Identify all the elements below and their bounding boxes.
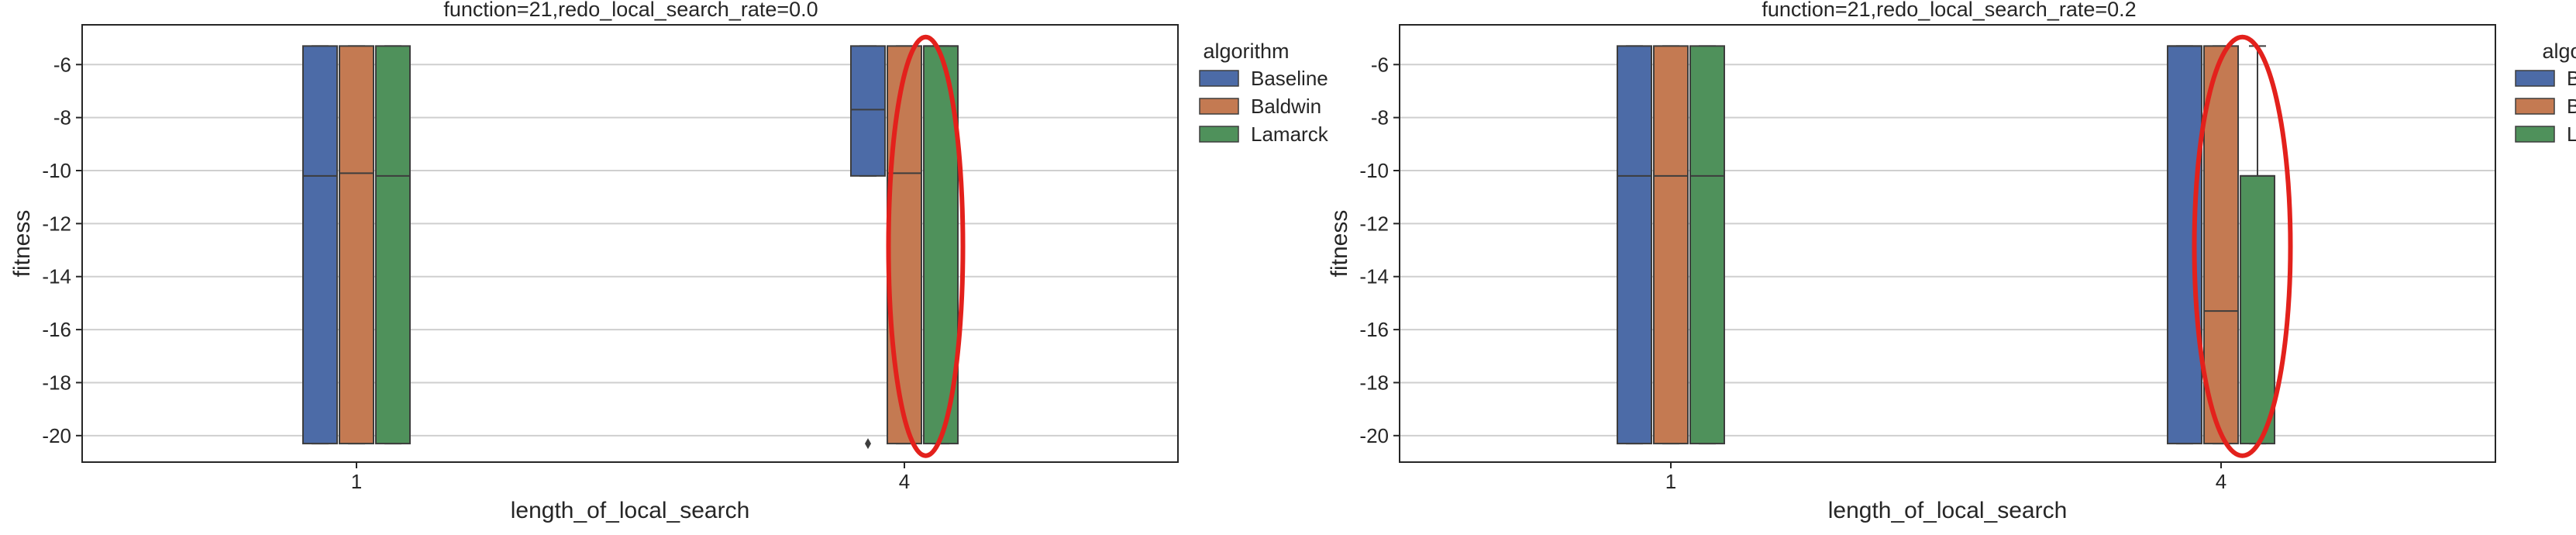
y-gridlines [1400, 64, 2495, 437]
chart-title: function=21,redo_local_search_rate=0.2 [1762, 0, 2136, 21]
legend-title: algorithm [1203, 40, 1289, 63]
annotation-layer [2192, 34, 2293, 458]
box-body [302, 45, 338, 445]
box-l-1 [1689, 45, 1725, 445]
chart-title: function=21,redo_local_search_rate=0.0 [443, 0, 818, 21]
plot-frame [81, 24, 1179, 463]
y-tick-label: -20 [42, 424, 71, 447]
box-baldwin-1 [339, 45, 374, 445]
plot-frame [1399, 24, 2496, 463]
outlier-point [865, 438, 871, 450]
y-tick-label: -6 [53, 53, 71, 76]
x-axis-label: length_of_local_search [511, 498, 750, 523]
legend-label: L [2567, 123, 2576, 146]
y-tick-label: -8 [1371, 106, 1389, 129]
y-tick-label: -10 [42, 159, 71, 182]
legend-label: Baldwin [1251, 95, 1321, 118]
y-axis-ticks: -6 -8 -10 -12 -14 -16 -18 -20 [42, 53, 82, 447]
y-tick-label: -14 [1359, 265, 1389, 288]
box-baldwin-4 [887, 45, 922, 445]
box-b-1 [1617, 45, 1652, 445]
y-tick-label: -16 [1359, 318, 1389, 341]
legend-label: Lamarck [1251, 123, 1329, 146]
y-tick-label: -12 [42, 212, 71, 235]
box-body [375, 45, 411, 445]
legend-label: B [2567, 95, 2576, 118]
legend-swatch [2515, 70, 2555, 87]
box-plot-marks [302, 45, 959, 450]
box-l-4 [2240, 45, 2275, 445]
legend-label: B [2567, 67, 2576, 90]
box-body [1617, 45, 1652, 445]
chart-panel-right: function=21,redo_local_search_rate=0.2 -… [1327, 0, 2576, 523]
y-tick-label: -14 [42, 265, 71, 288]
box-baseline-1 [302, 45, 338, 445]
box-body [2240, 174, 2275, 445]
x-tick-label: 1 [1665, 470, 1676, 493]
y-axis-label: fitness [1327, 210, 1352, 278]
box-baseline-4 [850, 45, 886, 450]
box-body [850, 45, 886, 177]
y-gridlines [82, 64, 1178, 437]
legend: algoBBL [2515, 40, 2576, 146]
chart-panel-left: function=21,redo_local_search_rate=0.0 -… [9, 0, 1329, 523]
box-b-1 [1653, 45, 1689, 445]
x-axis-label: length_of_local_search [1828, 498, 2068, 523]
x-tick-label: 4 [2216, 470, 2226, 493]
y-tick-label: -8 [53, 106, 71, 129]
box-body [1689, 45, 1725, 445]
legend-swatch [2515, 126, 2555, 143]
y-tick-label: -18 [42, 371, 71, 394]
y-tick-label: -10 [1359, 159, 1389, 182]
legend-swatch [1199, 98, 1239, 115]
legend-title: algo [2542, 40, 2576, 63]
x-tick-label: 4 [899, 470, 910, 493]
x-tick-label: 1 [351, 470, 362, 493]
annotation-layer [886, 34, 966, 458]
y-tick-label: -18 [1359, 371, 1389, 394]
legend-label: Baseline [1251, 67, 1328, 90]
legend-swatch [1199, 70, 1239, 87]
legend-swatch [1199, 126, 1239, 143]
y-axis-ticks: -6 -8 -10 -12 -14 -16 -18 -20 [1359, 53, 1400, 447]
box-lamarck-1 [375, 45, 411, 445]
box-b-4 [2203, 45, 2239, 445]
legend: algorithm Baseline Baldwin Lamarck [1199, 40, 1329, 146]
highlight-ellipse [886, 34, 966, 458]
y-tick-label: -16 [42, 318, 71, 341]
legend-swatch [2515, 98, 2555, 115]
y-axis-label: fitness [9, 210, 35, 278]
y-tick-label: -12 [1359, 212, 1389, 235]
box-body [2203, 45, 2239, 445]
box-body [887, 45, 922, 445]
y-tick-label: -6 [1371, 53, 1389, 76]
highlight-ellipse [2192, 34, 2293, 458]
box-body [339, 45, 374, 445]
box-plot-marks [1617, 45, 2275, 445]
box-body [1653, 45, 1689, 445]
y-tick-label: -20 [1359, 424, 1389, 447]
